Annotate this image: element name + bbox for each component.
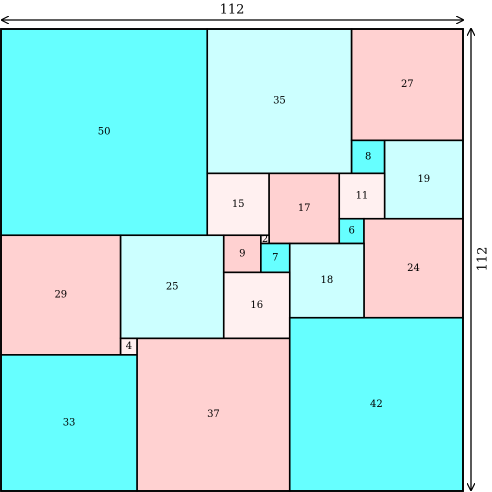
height-dimension-label: 112 [476,247,491,272]
square-29-label: 29 [54,290,67,301]
height-dimension: 112 [471,29,491,490]
square-24-label: 24 [407,263,420,274]
square-37: 37 [136,337,291,492]
square-8: 8 [350,139,386,175]
square-9: 9 [222,234,262,274]
square-42-tile [288,316,464,492]
square-7-tile [260,242,291,274]
square-7: 7 [260,242,291,274]
square-7-label: 7 [272,252,278,263]
square-11-tile [338,172,386,220]
square-24: 24 [363,217,464,319]
square-16: 16 [222,271,291,340]
square-18: 18 [288,242,365,319]
square-37-tile [136,337,291,492]
square-27-label: 27 [401,79,414,90]
square-50-label: 50 [98,127,111,138]
square-42: 42 [288,316,464,492]
square-11-label: 11 [356,191,369,202]
square-9-label: 9 [239,248,245,259]
width-dimension: 112 [2,3,463,21]
width-dimension-label: 112 [220,3,245,18]
square-6: 6 [338,217,365,245]
square-50-tile [0,28,209,237]
square-4-label: 4 [126,341,132,352]
square-16-label: 16 [250,300,263,311]
square-19-label: 19 [417,174,430,185]
square-29: 29 [0,234,122,356]
square-15-tile [206,172,270,237]
square-33-label: 33 [63,417,76,428]
square-33: 33 [0,354,138,492]
square-42-label: 42 [370,399,383,410]
square-15-label: 15 [232,199,245,210]
square-8-label: 8 [365,151,371,162]
square-15: 15 [206,172,270,237]
outer-square-border [0,28,464,492]
square-6-label: 6 [348,226,354,237]
square-11: 11 [338,172,386,220]
squares-layer: 50 35 27 8 19 15 17 11 6 24 29 25 9 27 18 16 4 33 37 42 [0,28,464,492]
square-2-label: 2 [262,234,268,245]
square-25-tile [119,234,225,340]
square-17-label: 17 [298,203,311,214]
square-25-label: 25 [166,281,179,292]
square-35-tile [206,28,353,175]
square-35-label: 35 [273,96,286,107]
square-37-label: 37 [207,409,220,420]
square-18-label: 18 [321,275,334,286]
square-33-tile [0,354,138,492]
square-17: 17 [268,172,341,245]
square-35: 35 [206,28,353,175]
square-19: 19 [383,139,464,220]
square-27: 27 [350,28,464,142]
square-25: 25 [119,234,225,340]
square-24-tile [363,217,464,319]
square-18-tile [288,242,365,319]
square-4: 4 [119,337,138,356]
square-50: 50 [0,28,209,237]
